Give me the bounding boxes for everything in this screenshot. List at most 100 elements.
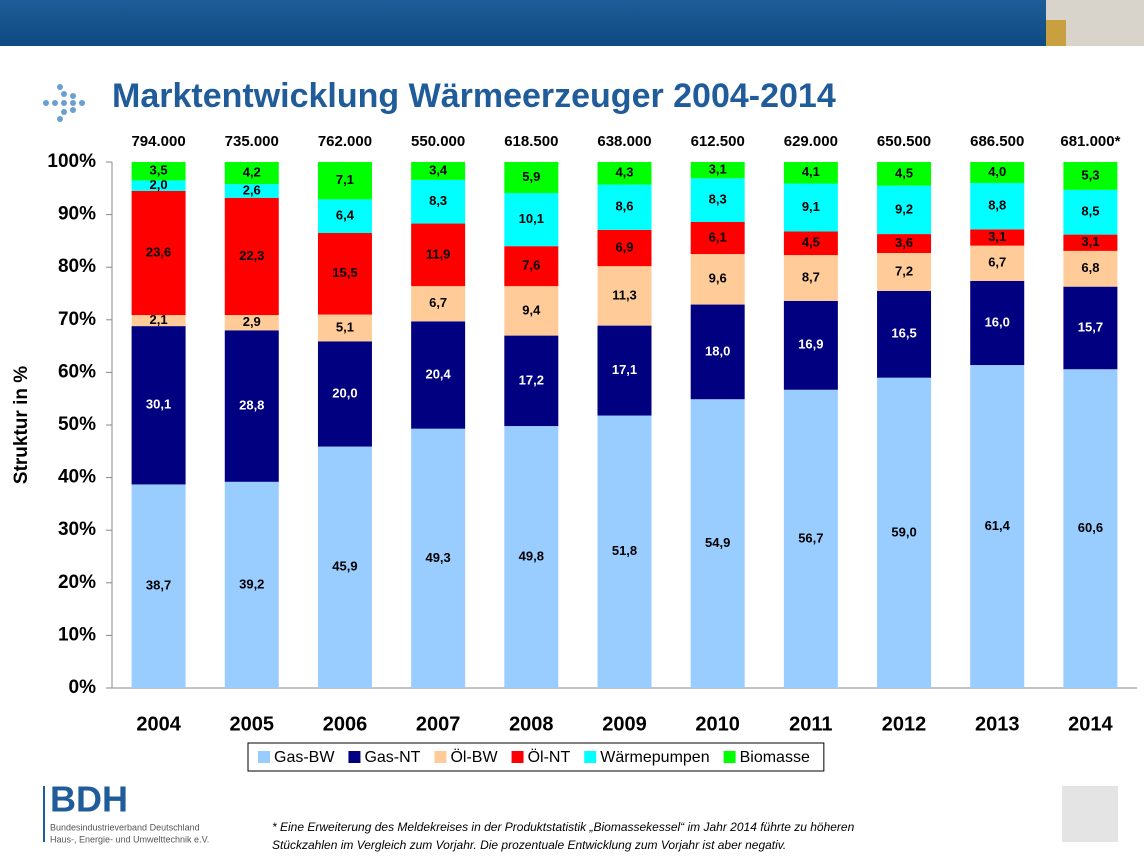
bar-segment bbox=[877, 234, 932, 253]
bar-segment bbox=[131, 484, 186, 688]
logo-text: Haus-, Energie- und Umwelttechnik e.V. bbox=[50, 834, 209, 844]
data-label: 4,2 bbox=[243, 164, 261, 179]
bar-segment bbox=[970, 183, 1025, 230]
footnote: Stückzahlen im Vergleich zum Vorjahr. Di… bbox=[272, 838, 786, 852]
bar-segment bbox=[877, 252, 932, 291]
data-label: 9,6 bbox=[709, 271, 727, 286]
header-band bbox=[0, 0, 1144, 46]
bar-segment bbox=[690, 178, 745, 222]
x-tick-label: 2005 bbox=[230, 713, 275, 735]
bar-segment bbox=[317, 314, 372, 342]
data-label: 11,3 bbox=[612, 287, 637, 302]
header-decoration bbox=[1046, 20, 1066, 46]
data-label: 3,4 bbox=[429, 162, 448, 177]
bar-segment bbox=[224, 481, 279, 688]
x-tick-label: 2004 bbox=[136, 713, 181, 735]
bar-segment bbox=[783, 231, 838, 256]
y-axis-label: Struktur in % bbox=[11, 366, 32, 484]
legend-swatch bbox=[434, 751, 447, 763]
data-label: 49,3 bbox=[425, 550, 450, 565]
data-label: 39,2 bbox=[239, 576, 264, 591]
data-label: 8,3 bbox=[709, 192, 727, 207]
title-icon bbox=[43, 84, 85, 122]
bar-segment bbox=[970, 365, 1025, 688]
chart-title: Marktentwicklung Wärmeerzeuger 2004-2014 bbox=[112, 77, 836, 115]
y-tick-label: 0% bbox=[69, 677, 97, 698]
bar-segment bbox=[411, 223, 466, 287]
bar-segment bbox=[970, 162, 1025, 184]
y-tick-label: 60% bbox=[58, 361, 96, 382]
bar-segment bbox=[690, 162, 745, 179]
bar-segment bbox=[411, 286, 466, 322]
data-label: 3,1 bbox=[1081, 234, 1099, 249]
bar-segment bbox=[970, 229, 1025, 246]
bar-segment bbox=[877, 162, 932, 186]
data-label: 7,1 bbox=[336, 172, 354, 187]
data-label: 8,7 bbox=[802, 269, 820, 284]
bar-segment bbox=[317, 162, 372, 200]
data-label: 8,3 bbox=[429, 193, 447, 208]
bar-segment bbox=[783, 183, 838, 232]
legend-label: Biomasse bbox=[740, 749, 810, 766]
data-label: 7,6 bbox=[522, 258, 540, 273]
data-label: 3,1 bbox=[988, 229, 1006, 244]
bar-segment bbox=[131, 190, 186, 316]
x-tick-label: 2012 bbox=[882, 713, 927, 735]
data-label: 5,9 bbox=[522, 169, 540, 184]
data-label: 59,0 bbox=[891, 524, 916, 539]
bar-segment bbox=[224, 197, 279, 316]
bar-segment bbox=[411, 428, 466, 688]
bar-segment bbox=[411, 179, 466, 224]
data-label: 6,7 bbox=[988, 255, 1006, 270]
data-label: 38,7 bbox=[146, 578, 171, 593]
bar-segment bbox=[597, 229, 652, 267]
total-label: 618.500 bbox=[504, 133, 558, 150]
data-label: 8,5 bbox=[1081, 204, 1099, 219]
x-tick-label: 2013 bbox=[975, 713, 1020, 735]
data-label: 9,2 bbox=[895, 201, 913, 216]
y-tick-label: 80% bbox=[58, 256, 96, 277]
bar-segment bbox=[224, 162, 279, 185]
bar-segment bbox=[504, 162, 559, 194]
bar-segment bbox=[504, 426, 559, 688]
data-label: 11,9 bbox=[426, 246, 451, 261]
y-tick-label: 30% bbox=[58, 519, 96, 540]
x-tick-label: 2007 bbox=[416, 713, 461, 735]
data-label: 28,8 bbox=[239, 398, 264, 413]
bar-segment bbox=[597, 162, 652, 185]
data-label: 16,9 bbox=[798, 337, 823, 352]
data-label: 6,7 bbox=[429, 295, 447, 310]
legend-label: Öl-NT bbox=[528, 748, 571, 766]
bar-segment bbox=[597, 325, 652, 416]
data-label: 6,9 bbox=[615, 239, 633, 254]
data-label: 10,1 bbox=[519, 211, 544, 226]
data-label: 30,1 bbox=[146, 397, 171, 412]
y-tick-label: 70% bbox=[58, 309, 96, 330]
y-tick-label: 10% bbox=[58, 624, 96, 645]
bar-segment bbox=[783, 162, 838, 184]
data-label: 2,1 bbox=[150, 312, 168, 327]
data-label: 4,5 bbox=[895, 165, 913, 180]
data-label: 56,7 bbox=[798, 530, 823, 545]
data-label: 3,6 bbox=[895, 235, 913, 250]
data-label: 4,5 bbox=[802, 235, 820, 250]
data-label: 15,7 bbox=[1078, 319, 1103, 334]
total-label: 681.000* bbox=[1060, 133, 1120, 150]
y-tick-label: 50% bbox=[58, 414, 96, 435]
bar-segment bbox=[877, 377, 932, 688]
bar-segment bbox=[783, 300, 838, 390]
corner-decoration bbox=[1062, 786, 1118, 842]
data-label: 51,8 bbox=[612, 543, 637, 558]
x-tick-label: 2008 bbox=[509, 713, 554, 735]
bar-segment bbox=[131, 315, 186, 327]
bar-segment bbox=[1063, 234, 1118, 251]
y-tick-label: 90% bbox=[58, 204, 96, 225]
data-label: 23,6 bbox=[146, 244, 171, 259]
data-label: 8,6 bbox=[615, 199, 633, 214]
data-label: 22,3 bbox=[239, 248, 264, 263]
legend-swatch bbox=[258, 751, 270, 763]
data-label: 4,0 bbox=[988, 164, 1006, 179]
data-label: 3,1 bbox=[709, 162, 727, 177]
bar-segment bbox=[1063, 162, 1118, 190]
bar-segment bbox=[690, 221, 745, 255]
